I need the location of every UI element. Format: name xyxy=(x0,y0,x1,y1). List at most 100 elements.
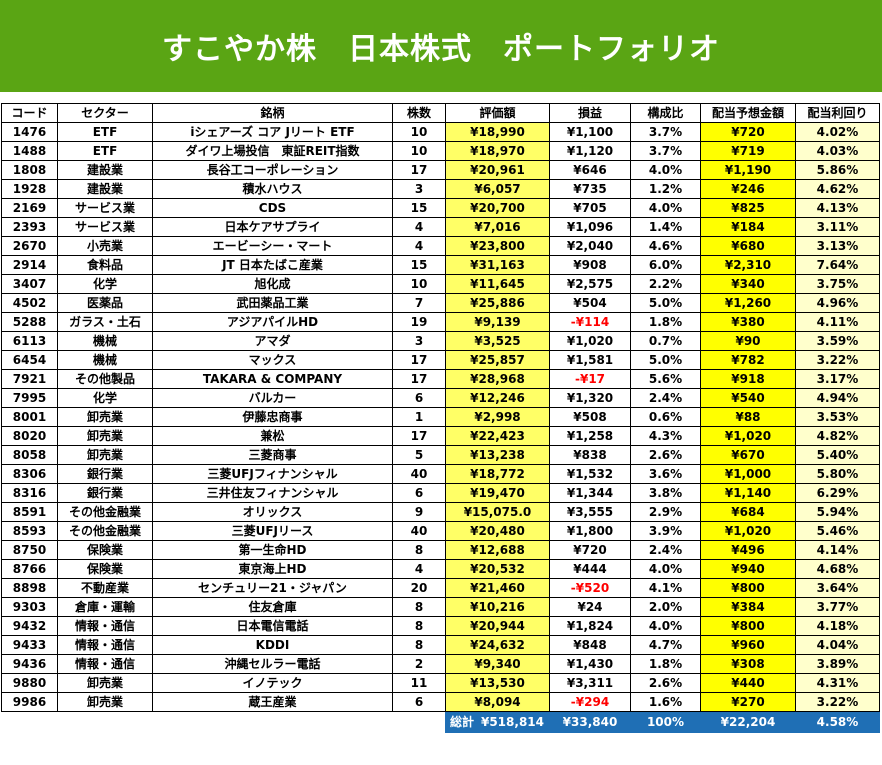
table-row: 2393 サービス業 日本ケアサプライ 4 ¥7,016 ¥1,096 1.4% ¥184 3.… xyxy=(1,217,880,237)
cell-weight: 4.0% xyxy=(630,160,701,180)
cell-weight: 2.4% xyxy=(630,388,701,408)
cell-shares: 40 xyxy=(392,521,446,541)
cell-sector: 卸売業 xyxy=(57,692,153,712)
cell-value: ¥12,246 xyxy=(445,388,550,408)
cell-yield: 4.14% xyxy=(795,540,880,560)
cell-dividend: ¥800 xyxy=(700,616,796,636)
cell-dividend: ¥246 xyxy=(700,179,796,199)
cell-pnl: ¥1,800 xyxy=(549,521,631,541)
table-row: 7921 その他製品 TAKARA & COMPANY 17 ¥28,968 -¥17 5.… xyxy=(1,369,880,389)
cell-dividend: ¥184 xyxy=(700,217,796,237)
cell-yield: 3.64% xyxy=(795,578,880,598)
cell-weight: 2.6% xyxy=(630,445,701,465)
cell-value: ¥18,772 xyxy=(445,464,550,484)
cell-name: アジアパイルHD xyxy=(152,312,393,332)
cell-sector: その他金融業 xyxy=(57,502,153,522)
cell-sector: 不動産業 xyxy=(57,578,153,598)
cell-dividend: ¥308 xyxy=(700,654,796,674)
cell-yield: 3.11% xyxy=(795,217,880,237)
cell-code: 9432 xyxy=(1,616,58,636)
cell-shares: 4 xyxy=(392,559,446,579)
cell-sector: 医薬品 xyxy=(57,293,153,313)
cell-name: 沖縄セルラー電話 xyxy=(152,654,393,674)
table-row: 9433 情報・通信 KDDI 8 ¥24,632 ¥848 4.7% ¥960 4.04% xyxy=(1,635,880,655)
cell-dividend: ¥1,190 xyxy=(700,160,796,180)
cell-yield: 4.04% xyxy=(795,635,880,655)
cell-name: センチュリー21・ジャパン xyxy=(152,578,393,598)
cell-dividend: ¥380 xyxy=(700,312,796,332)
cell-shares: 4 xyxy=(392,217,446,237)
cell-code: 8316 xyxy=(1,483,58,503)
cell-weight: 4.7% xyxy=(630,635,701,655)
cell-shares: 20 xyxy=(392,578,446,598)
cell-value: ¥13,238 xyxy=(445,445,550,465)
table-row: 6113 機械 アマダ 3 ¥3,525 ¥1,020 0.7% ¥90 3.59% xyxy=(1,331,880,351)
total-value: ¥518,814 xyxy=(480,715,544,729)
cell-value: ¥18,970 xyxy=(445,141,550,161)
cell-yield: 5.40% xyxy=(795,445,880,465)
cell-value: ¥9,340 xyxy=(445,654,550,674)
cell-yield: 4.62% xyxy=(795,179,880,199)
cell-value: ¥20,944 xyxy=(445,616,550,636)
cell-weight: 1.6% xyxy=(630,692,701,712)
cell-weight: 5.0% xyxy=(630,293,701,313)
cell-yield: 5.80% xyxy=(795,464,880,484)
cell-pnl: ¥1,258 xyxy=(549,426,631,446)
cell-dividend: ¥940 xyxy=(700,559,796,579)
cell-yield: 3.13% xyxy=(795,236,880,256)
cell-weight: 1.4% xyxy=(630,217,701,237)
cell-shares: 6 xyxy=(392,483,446,503)
cell-code: 8591 xyxy=(1,502,58,522)
cell-shares: 9 xyxy=(392,502,446,522)
cell-sector: サービス業 xyxy=(57,217,153,237)
cell-yield: 4.11% xyxy=(795,312,880,332)
cell-weight: 5.6% xyxy=(630,369,701,389)
cell-shares: 15 xyxy=(392,255,446,275)
cell-yield: 6.29% xyxy=(795,483,880,503)
cell-yield: 3.77% xyxy=(795,597,880,617)
cell-yield: 4.68% xyxy=(795,559,880,579)
cell-pnl: ¥1,120 xyxy=(549,141,631,161)
cell-dividend: ¥2,310 xyxy=(700,255,796,275)
cell-pnl: ¥1,430 xyxy=(549,654,631,674)
cell-code: 1928 xyxy=(1,179,58,199)
cell-name: 伊藤忠商事 xyxy=(152,407,393,427)
table-row: 8766 保険業 東京海上HD 4 ¥20,532 ¥444 4.0% ¥940 4.68% xyxy=(1,559,880,579)
cell-value: ¥7,016 xyxy=(445,217,550,237)
cell-weight: 3.8% xyxy=(630,483,701,503)
cell-value: ¥31,163 xyxy=(445,255,550,275)
cell-value: ¥12,688 xyxy=(445,540,550,560)
total-dividend: ¥22,204 xyxy=(700,711,796,733)
cell-code: 7995 xyxy=(1,388,58,408)
table-row: 9432 情報・通信 日本電信電話 8 ¥20,944 ¥1,824 4.0% ¥800 4.1… xyxy=(1,616,880,636)
cell-code: 8593 xyxy=(1,521,58,541)
header-shares: 株数 xyxy=(392,103,446,123)
cell-yield: 5.46% xyxy=(795,521,880,541)
cell-shares: 8 xyxy=(392,635,446,655)
cell-code: 8898 xyxy=(1,578,58,598)
cell-pnl: -¥294 xyxy=(549,692,631,712)
cell-weight: 3.7% xyxy=(630,141,701,161)
cell-shares: 17 xyxy=(392,160,446,180)
cell-yield: 4.13% xyxy=(795,198,880,218)
cell-value: ¥25,886 xyxy=(445,293,550,313)
cell-value: ¥19,470 xyxy=(445,483,550,503)
table-row: 5288 ガラス・土石 アジアパイルHD 19 ¥9,139 -¥114 1.8% ¥380 4… xyxy=(1,312,880,332)
total-row: 総計 ¥518,814 ¥33,840 100% ¥22,204 4.58% xyxy=(2,711,880,733)
cell-sector: 情報・通信 xyxy=(57,616,153,636)
cell-name: アマダ xyxy=(152,331,393,351)
cell-value: ¥20,480 xyxy=(445,521,550,541)
cell-value: ¥8,094 xyxy=(445,692,550,712)
cell-shares: 4 xyxy=(392,236,446,256)
cell-yield: 5.86% xyxy=(795,160,880,180)
table-row: 8898 不動産業 センチュリー21・ジャパン 20 ¥21,460 -¥520 4.1% ¥… xyxy=(1,578,880,598)
cell-pnl: ¥848 xyxy=(549,635,631,655)
cell-code: 1808 xyxy=(1,160,58,180)
cell-sector: 卸売業 xyxy=(57,673,153,693)
cell-value: ¥11,645 xyxy=(445,274,550,294)
cell-weight: 2.9% xyxy=(630,502,701,522)
cell-pnl: ¥1,532 xyxy=(549,464,631,484)
cell-name: iシェアーズ コア Jリート ETF xyxy=(152,122,393,142)
page-title: すこやか株 日本株式 ポートフォリオ xyxy=(162,32,720,67)
cell-shares: 8 xyxy=(392,616,446,636)
